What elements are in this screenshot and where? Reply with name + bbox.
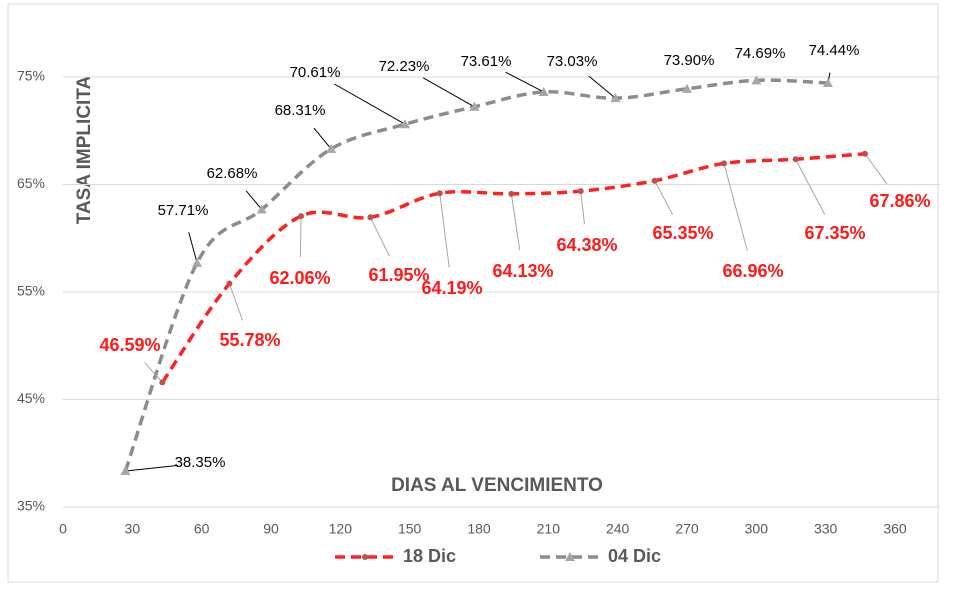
y-tick-label: 75%	[17, 68, 45, 84]
marker	[436, 190, 443, 197]
marker	[720, 160, 727, 167]
leader-line	[313, 127, 332, 150]
leader-line	[299, 216, 302, 258]
x-tick-label: 270	[675, 521, 699, 537]
x-tick-label: 330	[814, 521, 838, 537]
x-tick-label: 120	[329, 521, 353, 537]
data-label: 73.61%	[461, 53, 512, 70]
marker	[159, 379, 166, 386]
data-label: 74.69%	[735, 45, 786, 62]
y-tick-label: 65%	[17, 175, 45, 191]
data-label: 70.61%	[290, 64, 341, 81]
data-label: 57.71%	[158, 202, 209, 219]
y-tick-label: 45%	[17, 390, 45, 406]
data-label: 73.90%	[664, 52, 715, 69]
y-tick-label: 55%	[17, 283, 45, 299]
marker	[120, 465, 131, 475]
x-tick-label: 210	[537, 521, 561, 537]
x-tick-label: 90	[263, 521, 279, 537]
marker	[822, 78, 833, 88]
chart-frame	[7, 3, 939, 583]
series-line	[160, 152, 866, 384]
leader-line	[588, 75, 616, 99]
x-tick-label: 30	[125, 521, 141, 537]
data-label: 62.06%	[269, 268, 330, 288]
marker	[256, 204, 267, 214]
marker	[861, 150, 868, 157]
marker	[577, 188, 584, 195]
leader-line	[439, 193, 450, 268]
x-tick-label: 180	[467, 521, 491, 537]
data-label: 46.59%	[99, 335, 160, 355]
data-label: 64.19%	[421, 278, 482, 298]
leader-line	[864, 153, 888, 185]
marker	[226, 280, 233, 287]
leader-line	[333, 83, 406, 125]
leader-line	[422, 77, 475, 108]
data-label: 55.78%	[219, 330, 280, 350]
x-tick-label: 60	[194, 521, 210, 537]
legend-marker	[565, 552, 575, 561]
data-label: 61.95%	[368, 265, 429, 285]
leader-line	[580, 191, 585, 225]
series-line	[123, 78, 829, 472]
marker	[298, 213, 305, 220]
marker	[469, 101, 480, 111]
x-axis-title: DIAS AL VENCIMIENTO	[391, 475, 603, 496]
marker	[367, 214, 374, 221]
leader-line	[795, 159, 826, 215]
leader-line	[369, 217, 390, 257]
data-label: 67.86%	[869, 191, 930, 211]
y-tick-label: 35%	[17, 498, 45, 514]
marker	[682, 83, 692, 93]
legend-label: 18 Dic	[403, 546, 456, 566]
legend-label: 04 Dic	[608, 546, 661, 566]
data-label: 64.13%	[492, 261, 553, 281]
data-label: 64.38%	[556, 235, 617, 255]
data-label: 38.35%	[175, 454, 226, 471]
data-label: 74.44%	[809, 42, 860, 59]
marker	[538, 86, 549, 96]
data-label: 67.35%	[804, 223, 865, 243]
marker	[792, 156, 799, 163]
data-label: 73.03%	[547, 53, 598, 70]
leader-line	[245, 190, 263, 210]
leader-line	[188, 232, 198, 263]
x-tick-label: 240	[606, 521, 630, 537]
data-label: 62.68%	[207, 165, 258, 182]
marker	[751, 75, 762, 85]
x-tick-label: 0	[59, 521, 67, 537]
marker	[192, 257, 203, 267]
legend-marker	[362, 554, 368, 560]
marker	[326, 143, 337, 153]
leader-line	[144, 362, 163, 383]
x-tick-label: 150	[398, 521, 422, 537]
marker	[610, 93, 621, 103]
data-label: 66.96%	[722, 261, 783, 281]
data-label: 68.31%	[275, 102, 326, 119]
marker	[400, 119, 411, 129]
leader-line	[505, 71, 544, 93]
x-tick-label: 360	[883, 521, 907, 537]
leader-line	[510, 193, 521, 251]
leader-line	[125, 464, 179, 472]
leader-line	[228, 283, 244, 321]
y-axis-title: TASA IMPLICITA	[74, 75, 95, 224]
data-label: 72.23%	[379, 58, 430, 75]
data-label: 65.35%	[652, 223, 713, 243]
marker	[651, 177, 658, 184]
leader-line	[654, 180, 674, 215]
marker	[508, 190, 515, 197]
leader-line	[723, 163, 748, 251]
x-tick-label: 300	[745, 521, 769, 537]
